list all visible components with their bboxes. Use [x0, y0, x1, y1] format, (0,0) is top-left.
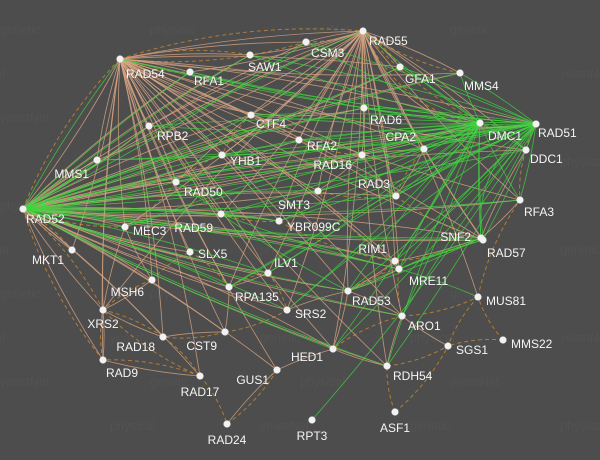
svg-text:yeastNet: yeastNet: [560, 331, 600, 345]
svg-text:yeastNet: yeastNet: [450, 375, 500, 389]
svg-text:RIM1: RIM1: [358, 242, 387, 256]
svg-text:physical: physical: [0, 331, 5, 345]
svg-text:RAD51: RAD51: [538, 126, 577, 140]
svg-text:ILV1: ILV1: [274, 256, 298, 270]
svg-text:genetic: genetic: [560, 243, 600, 257]
svg-text:RAD57: RAD57: [487, 246, 526, 260]
svg-text:physical: physical: [0, 67, 5, 81]
svg-text:SRS2: SRS2: [295, 307, 327, 321]
svg-text:MMS4: MMS4: [464, 79, 499, 93]
svg-text:RAD6: RAD6: [370, 113, 402, 127]
svg-text:RPA135: RPA135: [235, 290, 279, 304]
svg-text:RAD24: RAD24: [208, 433, 247, 447]
svg-text:HED1: HED1: [291, 350, 323, 364]
svg-text:SMT3: SMT3: [278, 198, 310, 212]
svg-text:MMS1: MMS1: [54, 167, 89, 181]
svg-text:ARO1: ARO1: [408, 319, 441, 333]
svg-text:MEC3: MEC3: [133, 224, 167, 238]
svg-text:DDC1: DDC1: [530, 152, 563, 166]
svg-text:RAD54: RAD54: [126, 67, 165, 81]
svg-text:physical: physical: [110, 419, 155, 433]
svg-text:physical: physical: [560, 155, 600, 169]
svg-text:GFA1: GFA1: [405, 72, 436, 86]
svg-text:genetic: genetic: [0, 287, 40, 301]
svg-text:MSH6: MSH6: [111, 285, 145, 299]
svg-text:YHB1: YHB1: [230, 154, 262, 168]
svg-text:MRE11: MRE11: [409, 274, 448, 288]
svg-text:RDH54: RDH54: [393, 369, 433, 383]
svg-text:RPT3: RPT3: [297, 429, 328, 443]
svg-text:physical: physical: [150, 287, 195, 301]
svg-text:CPA2: CPA2: [386, 130, 417, 144]
svg-text:genetic: genetic: [410, 419, 450, 433]
svg-text:RFA2: RFA2: [307, 139, 337, 153]
svg-text:CTF4: CTF4: [256, 117, 286, 131]
svg-text:SGS1: SGS1: [456, 343, 488, 357]
svg-text:yeastNet: yeastNet: [560, 67, 600, 81]
svg-text:SNF2: SNF2: [440, 230, 471, 244]
svg-text:RAD59: RAD59: [174, 221, 213, 235]
svg-text:physical: physical: [560, 419, 600, 433]
svg-text:RAD3: RAD3: [358, 177, 390, 191]
svg-text:RAD53: RAD53: [352, 294, 391, 308]
svg-text:genetic: genetic: [450, 23, 490, 37]
svg-text:MUS81: MUS81: [486, 294, 526, 308]
svg-text:genetic: genetic: [0, 23, 40, 37]
svg-text:yeastNet: yeastNet: [0, 111, 50, 125]
svg-text:CSM3: CSM3: [311, 46, 345, 60]
svg-text:XRS2: XRS2: [87, 317, 119, 331]
svg-text:yeastNet: yeastNet: [0, 375, 50, 389]
svg-text:RFA3: RFA3: [524, 205, 554, 219]
svg-text:RAD55: RAD55: [369, 34, 408, 48]
svg-text:CST9: CST9: [186, 339, 217, 353]
svg-text:MKT1: MKT1: [32, 253, 64, 267]
svg-text:RPB2: RPB2: [157, 129, 189, 143]
svg-text:SAW1: SAW1: [248, 60, 282, 74]
svg-text:SLX5: SLX5: [198, 247, 228, 261]
svg-text:GUS1: GUS1: [236, 373, 269, 387]
svg-text:YBR099C: YBR099C: [287, 220, 341, 234]
svg-text:RFA1: RFA1: [194, 74, 224, 88]
svg-text:physical: physical: [300, 375, 345, 389]
svg-text:DMC1: DMC1: [488, 129, 522, 143]
svg-text:RAD50: RAD50: [184, 185, 223, 199]
svg-text:MMS22: MMS22: [511, 337, 553, 351]
svg-text:RAD9: RAD9: [106, 366, 138, 380]
svg-text:RAD52: RAD52: [26, 212, 65, 226]
svg-text:RAD16: RAD16: [313, 158, 352, 172]
svg-text:yeastNet: yeastNet: [0, 243, 10, 257]
svg-text:ASF1: ASF1: [380, 421, 410, 435]
svg-text:physical: physical: [150, 23, 195, 37]
svg-text:RAD17: RAD17: [181, 385, 220, 399]
svg-text:RAD18: RAD18: [116, 340, 155, 354]
